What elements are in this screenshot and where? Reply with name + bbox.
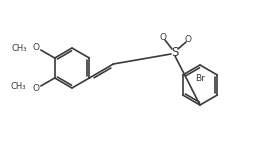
Text: CH₃: CH₃ (12, 44, 27, 53)
Text: CH₃: CH₃ (11, 82, 26, 91)
Text: O: O (160, 33, 167, 42)
Text: O: O (33, 84, 40, 93)
Text: Br: Br (195, 74, 205, 83)
Text: O: O (185, 35, 191, 44)
Text: S: S (171, 45, 179, 58)
Text: O: O (33, 43, 40, 52)
